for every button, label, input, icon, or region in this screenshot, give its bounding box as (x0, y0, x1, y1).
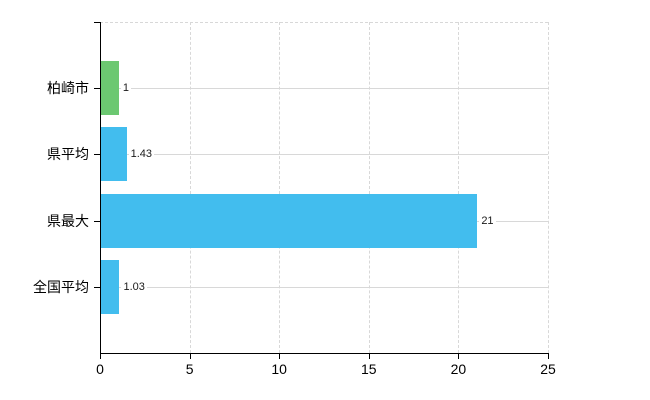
x-axis-tick (189, 353, 191, 359)
x-gridline (368, 22, 370, 353)
y-axis-tick (94, 220, 100, 222)
x-gridline (458, 22, 460, 353)
x-tick-label: 10 (271, 361, 287, 377)
category-label: 全国平均 (33, 278, 89, 295)
y-axis-tick (94, 154, 100, 156)
x-tick-label: 5 (185, 361, 194, 377)
category-label: 柏崎市 (47, 80, 89, 97)
x-axis-tick (279, 353, 281, 359)
bar-value-label: 1 (120, 82, 132, 95)
category-gridline (100, 286, 548, 288)
category-label: 県最大 (47, 212, 89, 229)
category-label: 県平均 (47, 146, 89, 163)
y-axis-tick (94, 286, 100, 288)
bar (101, 193, 478, 248)
x-axis-tick (548, 353, 549, 359)
x-axis-tick (458, 353, 460, 359)
bar (101, 61, 119, 116)
plot-top-border (100, 22, 548, 23)
x-axis-tick (368, 353, 370, 359)
category-gridline (100, 154, 548, 156)
y-axis-tick (94, 22, 100, 23)
bar-value-label: 1.03 (121, 280, 147, 293)
x-tick-label: 25 (540, 361, 556, 377)
x-tick-label: 20 (450, 361, 467, 377)
x-gridline (548, 22, 549, 353)
x-tick-label: 15 (361, 361, 377, 377)
y-axis-line (100, 22, 101, 353)
x-tick-label: 0 (96, 361, 104, 377)
y-axis-tick (94, 88, 100, 90)
bar-value-label: 21 (479, 214, 496, 227)
category-gridline (100, 88, 548, 90)
x-gridline (189, 22, 191, 353)
bar (101, 127, 127, 182)
bar-value-label: 1.43 (128, 148, 155, 161)
x-axis-tick (100, 353, 101, 359)
x-gridline (279, 22, 281, 353)
bar (101, 259, 120, 314)
x-axis-line (100, 353, 549, 354)
